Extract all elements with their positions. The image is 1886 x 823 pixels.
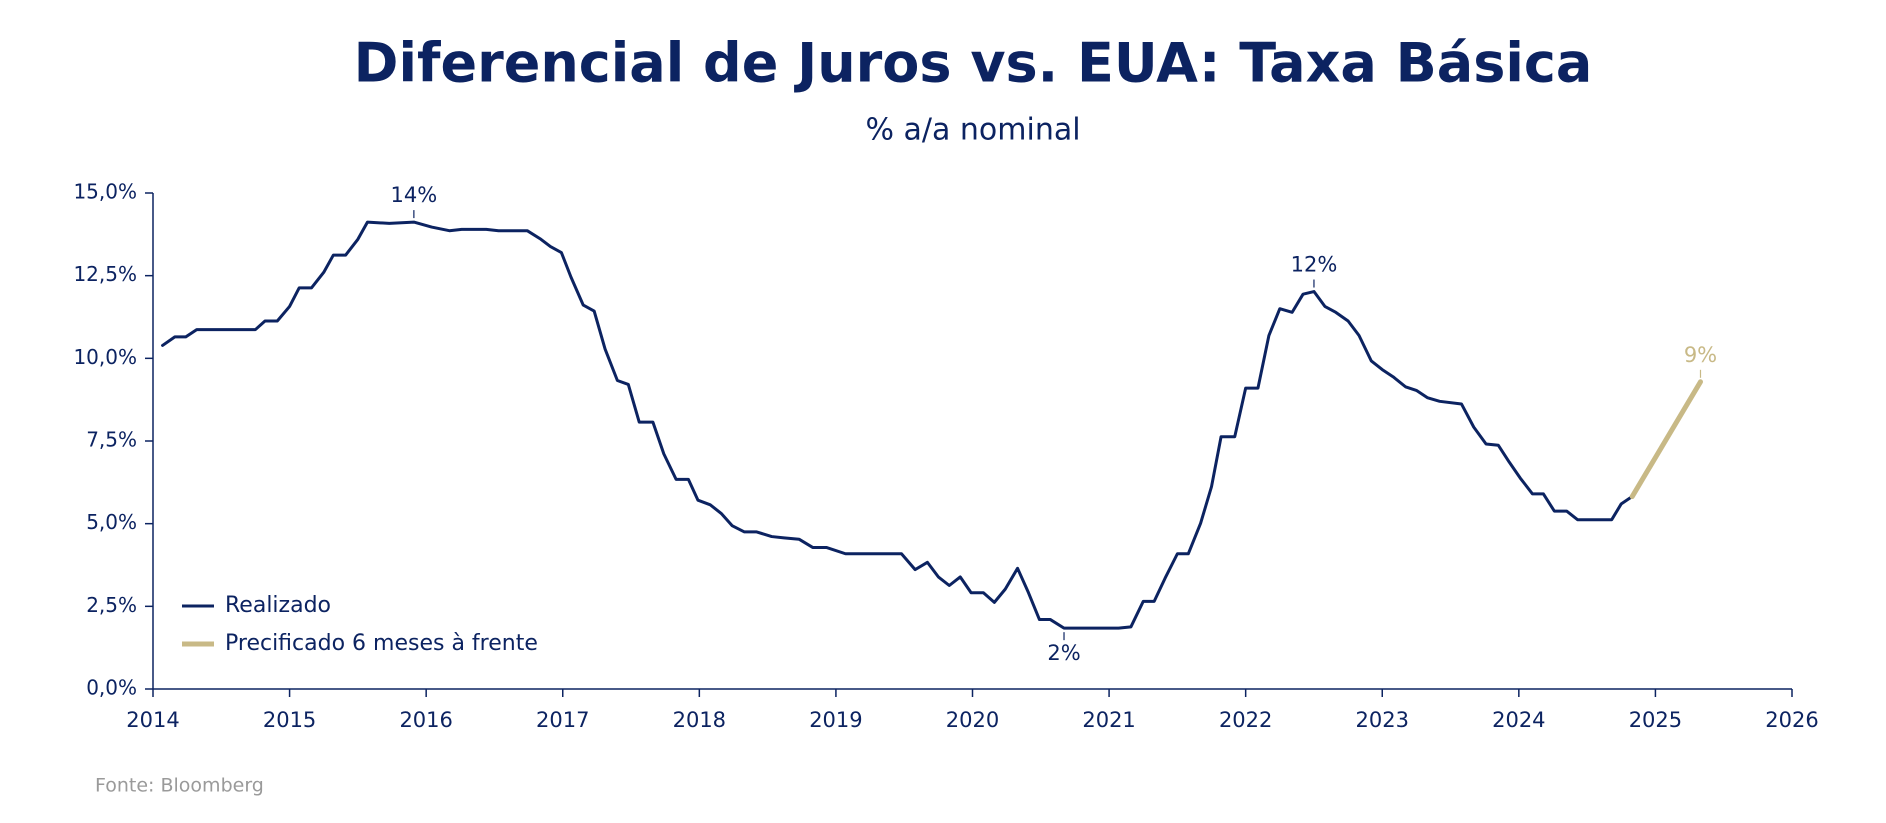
y-tick-label: 2,5% [86, 593, 137, 617]
annotation: 14% [391, 183, 438, 207]
x-tick-label: 2025 [1629, 708, 1682, 732]
series-line [1629, 379, 1703, 500]
x-tick-label: 2015 [263, 708, 316, 732]
y-tick-label: 15,0% [73, 180, 137, 204]
annotation: 12% [1291, 253, 1338, 277]
x-tick-label: 2020 [946, 708, 999, 732]
annotation: 9% [1684, 343, 1717, 367]
x-tick-label: 2016 [399, 708, 452, 732]
x-tick-label: 2022 [1219, 708, 1272, 732]
chart-subtitle: % a/a nominal [865, 113, 1080, 148]
x-tick-label: 2026 [1765, 708, 1818, 732]
x-tick-label: 2017 [536, 708, 589, 732]
source: Fonte: Bloomberg [95, 775, 264, 797]
x-tick-label: 2018 [673, 708, 726, 732]
legend-label: Precificado 6 meses à frente [225, 631, 538, 656]
annotation: 2% [1047, 641, 1080, 665]
series-line [161, 220, 1634, 630]
y-tick-label: 5,0% [86, 510, 137, 534]
chart-title: Diferencial de Juros vs. EUA: Taxa Básic… [354, 32, 1593, 95]
x-tick-label: 2014 [126, 708, 179, 732]
x-tick-label: 2023 [1356, 708, 1409, 732]
x-tick-label: 2024 [1492, 708, 1545, 732]
x-tick-label: 2019 [809, 708, 862, 732]
y-tick-label: 10,0% [73, 345, 137, 369]
legend-label: Realizado [225, 593, 331, 618]
x-tick-label: 2021 [1082, 708, 1135, 732]
y-tick-label: 12,5% [73, 262, 137, 286]
y-tick-label: 7,5% [86, 428, 137, 452]
y-tick-label: 0,0% [86, 676, 137, 700]
